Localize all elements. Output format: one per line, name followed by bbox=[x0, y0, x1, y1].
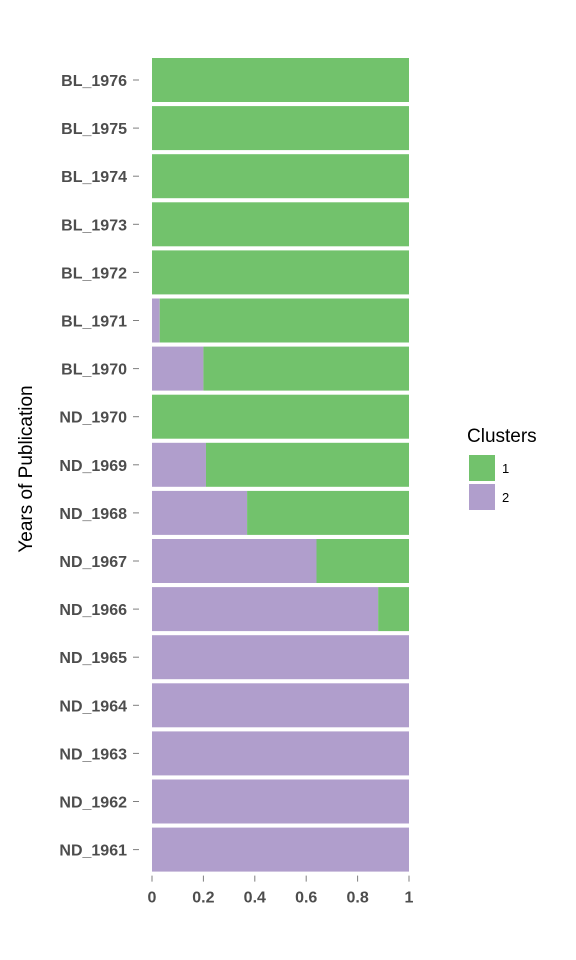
bar-BL_1970-cluster-2 bbox=[152, 347, 203, 391]
bar-ND_1967-cluster-2 bbox=[152, 539, 316, 583]
y-tick-label: ND_1970 bbox=[59, 410, 127, 427]
bar-ND_1966-cluster-1 bbox=[378, 587, 409, 631]
legend: Clusters 1 2 bbox=[467, 426, 537, 510]
bar-BL_1975-cluster-1 bbox=[152, 106, 409, 150]
y-tick-label: ND_1962 bbox=[59, 795, 127, 812]
bar-ND_1962-cluster-2 bbox=[152, 780, 409, 824]
bar-BL_1974-cluster-1 bbox=[152, 154, 409, 198]
bar-ND_1968-cluster-2 bbox=[152, 491, 247, 535]
y-tick-label: ND_1964 bbox=[59, 698, 127, 715]
bar-BL_1970-cluster-1 bbox=[203, 347, 409, 391]
y-tick-label: ND_1966 bbox=[59, 602, 127, 619]
bar-ND_1969-cluster-2 bbox=[152, 443, 206, 487]
x-axis: 0 0.2 0.4 0.6 0.8 1 bbox=[148, 876, 414, 907]
legend-swatch-cluster-1 bbox=[469, 455, 495, 481]
bar-BL_1971-cluster-1 bbox=[160, 299, 409, 343]
bar-ND_1967-cluster-1 bbox=[316, 539, 409, 583]
y-tick-label: BL_1976 bbox=[61, 73, 127, 90]
bar-ND_1968-cluster-1 bbox=[247, 491, 409, 535]
legend-title: Clusters bbox=[467, 426, 537, 447]
y-tick-label: ND_1963 bbox=[59, 746, 127, 763]
y-tick-label: BL_1974 bbox=[61, 169, 127, 186]
x-tick-label: 0 bbox=[148, 890, 157, 907]
y-tick-label: ND_1967 bbox=[59, 554, 127, 571]
bar-ND_1970-cluster-1 bbox=[152, 395, 409, 439]
x-tick-label: 0.4 bbox=[244, 890, 266, 907]
bar-ND_1961-cluster-2 bbox=[152, 828, 409, 872]
bar-BL_1976-cluster-1 bbox=[152, 58, 409, 102]
bar-BL_1972-cluster-1 bbox=[152, 250, 409, 294]
legend-label-cluster-2: 2 bbox=[502, 490, 509, 505]
bar-ND_1966-cluster-2 bbox=[152, 587, 378, 631]
x-tick-label: 0.2 bbox=[192, 890, 214, 907]
bar-BL_1971-cluster-2 bbox=[152, 299, 160, 343]
bar-ND_1969-cluster-1 bbox=[206, 443, 409, 487]
y-tick-label: BL_1975 bbox=[61, 121, 127, 138]
bar-ND_1964-cluster-2 bbox=[152, 683, 409, 727]
y-tick-label: ND_1968 bbox=[59, 506, 127, 523]
y-tick-label: ND_1969 bbox=[59, 458, 127, 475]
y-tick-label: BL_1971 bbox=[61, 314, 127, 331]
y-tick-label: BL_1973 bbox=[61, 217, 127, 234]
y-tick-label: BL_1970 bbox=[61, 362, 127, 379]
bar-ND_1963-cluster-2 bbox=[152, 731, 409, 775]
y-tick-label: ND_1965 bbox=[59, 650, 127, 667]
x-tick-label: 0.8 bbox=[346, 890, 368, 907]
y-axis-title: Years of Publication bbox=[16, 385, 37, 552]
x-tick-label: 1 bbox=[405, 890, 414, 907]
legend-label-cluster-1: 1 bbox=[502, 461, 509, 476]
bar-ND_1965-cluster-2 bbox=[152, 635, 409, 679]
y-tick-label: BL_1972 bbox=[61, 265, 127, 282]
y-axis: BL_1976 BL_1975 BL_1974 BL_1973 BL_1972 BL_19… bbox=[59, 73, 139, 860]
x-tick-label: 0.6 bbox=[295, 890, 317, 907]
legend-swatch-cluster-2 bbox=[469, 484, 495, 510]
bar-BL_1973-cluster-1 bbox=[152, 202, 409, 246]
bars-group bbox=[152, 58, 409, 872]
y-tick-label: ND_1961 bbox=[59, 843, 127, 860]
